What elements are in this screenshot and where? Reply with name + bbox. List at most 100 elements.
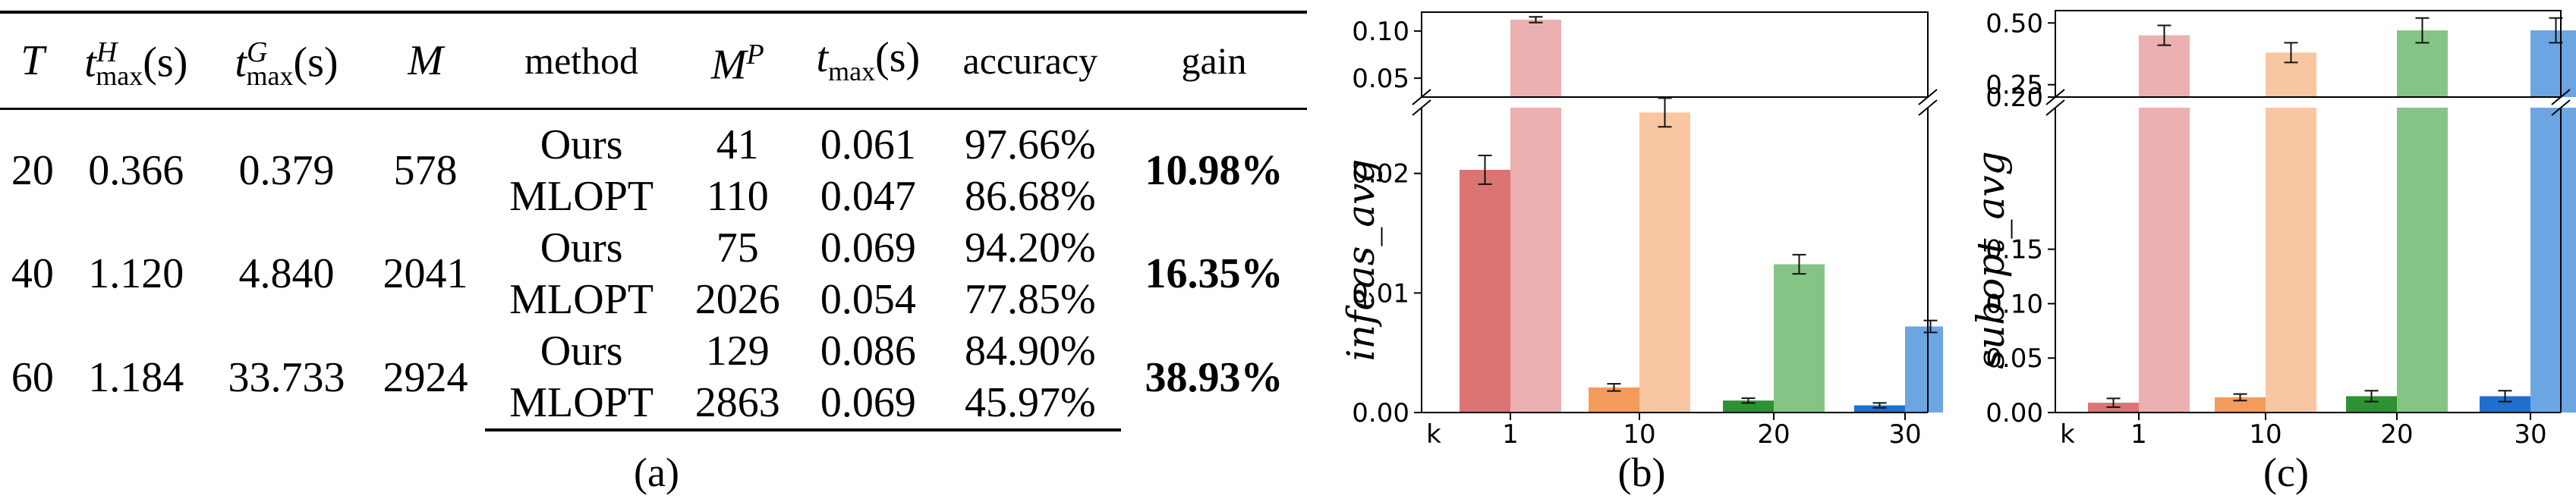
- x-prefix-label-b: k: [1426, 419, 1441, 450]
- bar-b-k30-s0: [1854, 405, 1905, 413]
- bar-b-k30-s1: [1905, 326, 1943, 413]
- y-tick-label-c: 0.15: [1986, 235, 2043, 265]
- break-mark-lower-b-1: [1918, 99, 1938, 116]
- cell-t-max-H: 0.366: [88, 147, 184, 194]
- bar-b-k1-s0: [1460, 169, 1510, 413]
- cell-t-max: 0.069: [797, 377, 940, 431]
- error-bar-b-k10-s1: [1658, 97, 1672, 128]
- bar-c-k10-s0: [2215, 397, 2266, 413]
- y-tick-label-upper-c: 0.50: [1986, 8, 2043, 39]
- bar-c-k20-s0: [2346, 396, 2397, 413]
- upper-axes-frame-b: [1421, 11, 1929, 98]
- cell-M-P: 75: [716, 224, 759, 271]
- x-tick-label-b: 30: [1888, 419, 1921, 450]
- y-axis-label-b: infeas_avg: [1339, 159, 1383, 362]
- cell-method: MLOPT: [509, 173, 654, 220]
- cell-t-max-G: 33.733: [228, 354, 345, 401]
- table-row: 20 0.366 0.379 578 Ours 41 0.061 97.66% …: [0, 109, 1307, 194]
- y-tick-label-c: 0.10: [1986, 289, 2043, 319]
- cell-t-max: 0.069: [820, 224, 916, 271]
- cell-t-max: 0.054: [820, 276, 916, 323]
- break-mark-upper-c-1: [2551, 89, 2571, 105]
- error-bar-b-k20-s0: [1741, 397, 1756, 404]
- bar-c-k20-s1: [2397, 108, 2448, 413]
- cell-M-P: 110: [706, 173, 769, 220]
- y-tick-label-b: 0.01: [1352, 278, 1409, 309]
- break-mark-lower-b-0: [1412, 99, 1431, 116]
- error-bar-b-k20-s1: [1792, 253, 1806, 275]
- cell-t-max-H: 1.120: [88, 250, 184, 297]
- results-table-panel: T tHmax(s) tGmax(s) M method MP tmax(s) …: [0, 11, 1307, 495]
- error-bar-c-k1-s0: [2106, 397, 2121, 408]
- cell-M: 2924: [383, 354, 468, 401]
- header-T: T: [20, 37, 45, 84]
- infeasibility-bar-chart: 0.00 0.01 0.02 0.05 0.10 k 1 10 20 30 infeas_avg: [1339, 11, 1943, 450]
- cell-M-P: 2026: [694, 276, 780, 323]
- error-bar-b-k30-s0: [1872, 402, 1887, 409]
- bar-c-k30-s1: [2530, 108, 2576, 413]
- cell-t-max-G: 4.840: [238, 250, 335, 297]
- y-tick-label-upper-c: 0.20: [1986, 83, 2043, 113]
- y-tick-label-upper-b: 0.10: [1352, 17, 1409, 47]
- cell-method: Ours: [540, 328, 623, 375]
- cell-method: MLOPT: [509, 276, 654, 323]
- table-row: MLOPT 2026 0.054 77.85%: [0, 274, 1307, 325]
- y-tick-label-upper-c: 0.25: [1986, 71, 2043, 101]
- bar-c-k10-s1: [2266, 108, 2316, 413]
- header-gain: gain: [1181, 39, 1247, 82]
- cell-accuracy: 45.97%: [939, 377, 1122, 431]
- header-M: M: [408, 37, 443, 84]
- cell-M-P: 129: [705, 328, 770, 375]
- x-tick-label-b: 10: [1623, 419, 1655, 450]
- bar-b-k10-s1: [1639, 112, 1690, 413]
- bar-upper-c-k30-s1: [2530, 30, 2576, 97]
- error-bar-b-k30-s1: [1923, 319, 1938, 334]
- cell-gain: 10.98%: [1145, 147, 1283, 194]
- table-row: MLOPT 110 0.047 86.68%: [0, 171, 1307, 222]
- cell-accuracy: 77.85%: [965, 276, 1096, 323]
- bar-b-k20-s0: [1723, 400, 1774, 413]
- table-row: 40 1.120 4.840 2041 Ours 75 0.069 94.20%…: [0, 222, 1307, 297]
- break-mark-lower-c-0: [2045, 99, 2065, 116]
- error-bar-b-k1-s0: [1478, 155, 1492, 185]
- y-tick-label-b: 0.00: [1352, 398, 1409, 428]
- cell-M-P: 41: [716, 121, 759, 168]
- cell-gain: 38.93%: [1145, 354, 1283, 401]
- header-t-max: tmax(s): [816, 34, 921, 87]
- cell-accuracy: 84.90%: [965, 328, 1096, 375]
- header-row: T tHmax(s) tGmax(s) M method MP tmax(s) …: [0, 12, 1307, 109]
- cell-T: 60: [11, 354, 54, 401]
- results-table: T tHmax(s) tGmax(s) M method MP tmax(s) …: [0, 11, 1307, 431]
- error-bar-c-k1-s1: [2157, 24, 2171, 46]
- break-mark-upper-b-0: [1412, 89, 1431, 105]
- cell-M: 578: [393, 147, 458, 194]
- cell-M-P: 2863: [678, 377, 798, 431]
- upper-axes-frame-c: [2055, 10, 2562, 98]
- break-mark-upper-b-1: [1918, 89, 1938, 105]
- cell-t-max: 0.086: [820, 328, 916, 375]
- y-tick-label-c: 0.00: [1986, 398, 2043, 428]
- table-row: 60 1.184 33.733 2924 Ours 129 0.086 84.9…: [0, 325, 1307, 401]
- header-t-max-H: tHmax(s): [84, 36, 188, 92]
- panel-label-c: (c): [2263, 450, 2309, 495]
- y-axis-label-c: subopt_avg: [1969, 151, 2013, 369]
- cell-t-max: 0.061: [820, 121, 916, 168]
- bar-c-k1-s1: [2139, 108, 2190, 413]
- header-M-P: MP: [710, 39, 764, 89]
- table-row: MLOPT 2863 0.069 45.97%: [0, 377, 1307, 431]
- error-bar-c-k20-s1: [2415, 17, 2430, 44]
- panel-label-a: (a): [634, 450, 679, 495]
- error-bar-c-k30-s0: [2498, 390, 2512, 403]
- x-prefix-label-c: k: [2060, 419, 2075, 450]
- error-bar-c-k10-s1: [2284, 42, 2298, 64]
- cell-gain: 16.35%: [1145, 250, 1283, 297]
- x-tick-label-b: 1: [1502, 419, 1519, 450]
- cell-t-max-G: 0.379: [238, 147, 335, 194]
- cell-T: 20: [11, 147, 54, 194]
- break-mark-lower-c-1: [2551, 99, 2571, 116]
- cell-t-max: 0.047: [820, 173, 916, 220]
- y-tick-label-c: 0.05: [1986, 344, 2043, 374]
- bar-upper-b-k1-s1: [1510, 19, 1561, 98]
- bar-b-k20-s1: [1774, 264, 1825, 413]
- cell-method: MLOPT: [484, 377, 679, 431]
